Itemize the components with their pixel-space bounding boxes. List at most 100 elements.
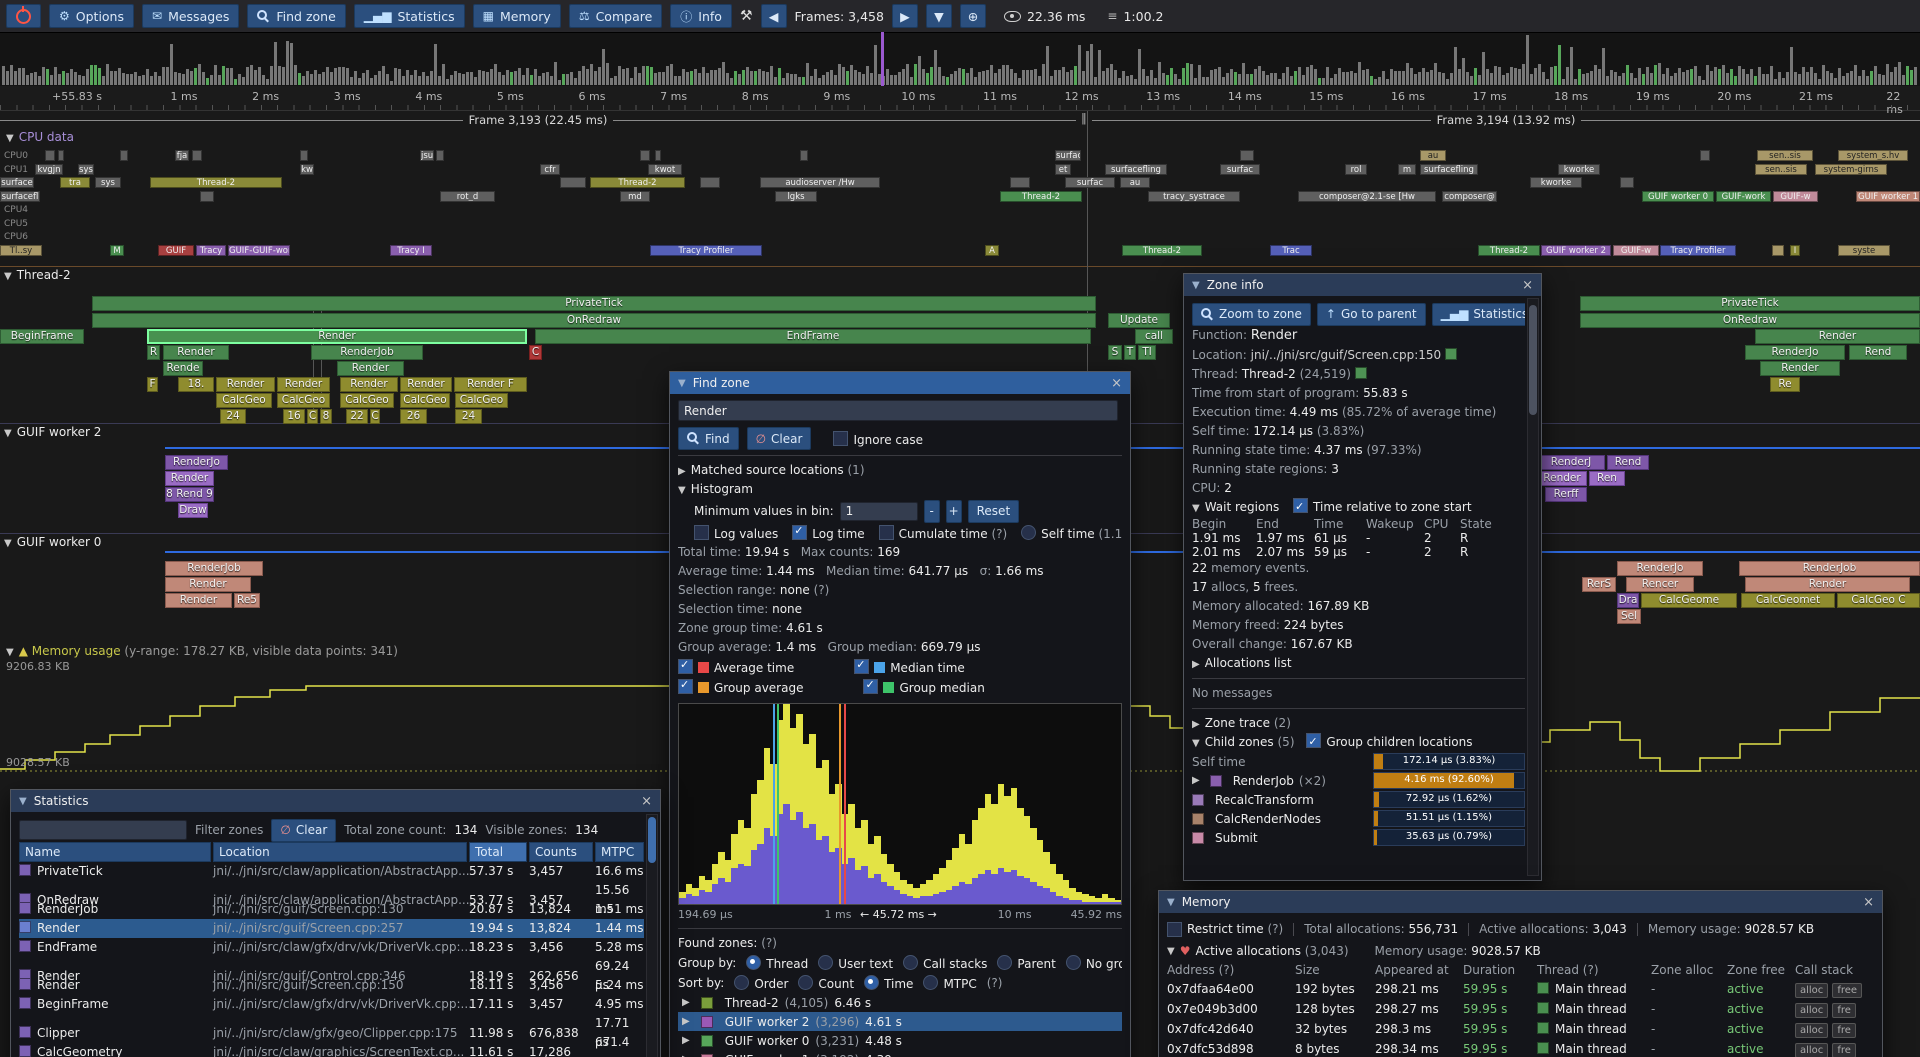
zone[interactable]: Re	[1770, 377, 1800, 392]
zone[interactable]: RenderJo	[165, 455, 228, 470]
legend-average-time[interactable]: Average time	[678, 658, 794, 675]
group-children-checkbox[interactable]	[1306, 733, 1322, 751]
cpu-zone[interactable]: tra	[60, 177, 90, 188]
thread-color-swatch[interactable]	[1354, 367, 1367, 379]
zone[interactable]: Render	[165, 593, 232, 608]
allocation-row[interactable]: 0x7dfc53d898 8 bytes 298.34 ms 59.95 s Main …	[1167, 1039, 1874, 1057]
wait-regions-header[interactable]: ▼Wait regions Time relative to zone star…	[1192, 498, 1525, 517]
zone[interactable]: RenderJo	[1617, 561, 1703, 576]
cpu-zone[interactable]: surfac	[1220, 163, 1260, 175]
filter-zones-input[interactable]	[19, 820, 187, 840]
time-ruler[interactable]: +55.83 s 1 ms 2 ms 3 ms 4 ms 5 ms 6 ms 7 ms 8 m…	[0, 86, 1920, 116]
cpu-zone[interactable]: syste	[1838, 244, 1890, 256]
cpu-zone[interactable]	[655, 150, 661, 161]
cpu-zone[interactable]: fja	[175, 150, 189, 161]
restrict-time-checkbox[interactable]	[1167, 921, 1182, 937]
memory-usage-header[interactable]: ▼ ▲ Memory usage (y-range: 178.27 KB, vis…	[6, 644, 398, 658]
zone[interactable]: 24	[220, 409, 246, 424]
zone[interactable]: Rerff	[1545, 487, 1587, 502]
zone[interactable]: F	[147, 377, 158, 392]
group-by-parent[interactable]: Parent	[997, 955, 1056, 971]
close-icon[interactable]: ×	[641, 793, 652, 809]
find-zone-titlebar[interactable]: ▼ Find zone ×	[670, 372, 1130, 394]
cpu-zone[interactable]: kworke	[1530, 177, 1582, 188]
scrollbar[interactable]	[646, 814, 658, 1057]
statistics-button[interactable]: ▁▄▆ Statistics	[1431, 302, 1525, 326]
zone[interactable]: Render F	[454, 377, 527, 392]
zone[interactable]: Render	[337, 361, 404, 376]
column-header[interactable]: State	[1460, 517, 1492, 531]
tools-icon[interactable]: ⚒	[739, 8, 753, 24]
zone[interactable]: RenderJo	[1745, 345, 1845, 360]
child-zone-row[interactable]: CalcRenderNodes 51.51 µs (1.15%)	[1192, 809, 1525, 828]
call-stack-tag[interactable]: alloc	[1795, 1043, 1829, 1057]
zone[interactable]: 24	[455, 409, 482, 424]
next-frame-button[interactable]: ▶	[891, 4, 918, 28]
zone[interactable]: Render	[1755, 329, 1920, 344]
legend-median-time[interactable]: Median time	[854, 658, 965, 675]
zone[interactable]: Update	[1108, 313, 1170, 328]
option-log-values[interactable]: Log values	[694, 525, 778, 541]
cpu-zone[interactable]: Thread-2	[1122, 244, 1202, 256]
found-group-row[interactable]: ▶ Thread-2 (4,105) 6.46 s	[682, 995, 872, 1010]
cpu-zone[interactable]: Thread-2	[590, 177, 685, 188]
cpu-zone[interactable]: GUIF worker 2	[1541, 244, 1611, 256]
zone[interactable]: RenderJob	[311, 345, 423, 360]
radio-icon[interactable]	[818, 955, 834, 970]
column-header[interactable]: Time	[1314, 517, 1344, 531]
cpu-zone[interactable]: rol	[1345, 163, 1367, 175]
zone[interactable]: Render	[1760, 361, 1840, 376]
memory-titlebar[interactable]: ▼ Memory ×	[1159, 891, 1882, 913]
cpu-zone[interactable]: system-girns	[1815, 163, 1887, 175]
cpu-zone[interactable]: surfacef	[1055, 150, 1081, 161]
zone[interactable]: OnRedraw	[1580, 313, 1920, 328]
frame-marker-row[interactable]: Frame 3,193 (22.45 ms) ‖ Frame 3,194 (13…	[0, 110, 1920, 130]
column-header[interactable]: Appeared at	[1375, 963, 1449, 977]
cpu-zone[interactable]: au	[1420, 150, 1446, 161]
found-group-row[interactable]: ▶GUIF worker 1(3,192)4.39 s	[678, 1050, 1122, 1057]
cpu-zone[interactable]: cfr	[540, 163, 560, 175]
cpu-zone[interactable]: GUIF-w	[1773, 190, 1818, 202]
radio-icon[interactable]	[734, 975, 750, 990]
column-header[interactable]: Zone free	[1727, 963, 1786, 977]
found-group-row[interactable]: ▶ GUIF worker 0 (3,231) 4.48 s	[682, 1033, 902, 1048]
cpu-zone[interactable]: system_s.hv	[1838, 150, 1908, 161]
sort-by-time[interactable]: Time	[864, 975, 913, 991]
checkbox-icon[interactable]	[878, 525, 894, 540]
radio-icon[interactable]	[864, 975, 880, 990]
cpu-zone[interactable]: surfacefl	[0, 190, 40, 202]
min-bin-input[interactable]	[839, 501, 918, 521]
frame-marker-left[interactable]: Frame 3,193 (22.45 ms)	[0, 110, 1076, 130]
cpu-zone[interactable]	[640, 150, 650, 161]
close-icon[interactable]: ×	[1522, 277, 1533, 293]
active-allocations-header[interactable]: ▼ ♥ Active allocations (3,043) Memory usa…	[1167, 944, 1541, 958]
zone[interactable]: 16	[283, 409, 305, 424]
zone[interactable]: T	[1124, 345, 1136, 360]
cpu-zone[interactable]	[1772, 244, 1784, 256]
zone[interactable]: Render	[165, 471, 214, 486]
toolbar-button-info[interactable]: ⓘ Info	[670, 4, 732, 28]
zone[interactable]: OnRedraw	[92, 313, 1096, 328]
cpu-zone[interactable]: tracy_systrace	[1148, 190, 1240, 202]
column-header[interactable]: Zone alloc	[1651, 963, 1714, 977]
call-stack-tag[interactable]: free	[1832, 983, 1863, 998]
zone[interactable]: C	[529, 345, 542, 360]
crosshair-button[interactable]: ⊕	[959, 4, 986, 28]
radio-icon[interactable]	[903, 955, 919, 970]
call-stack-tag[interactable]: fre	[1832, 1043, 1856, 1057]
zone[interactable]: Render	[400, 377, 452, 392]
cpu-zone[interactable]	[560, 177, 586, 188]
group-by-user-text[interactable]: User text	[818, 955, 893, 971]
cpu-zone[interactable]: GUIF-GUIF-worl	[228, 244, 290, 256]
checkbox-icon[interactable]	[678, 658, 693, 674]
zone[interactable]: RenderJob	[165, 561, 263, 576]
cpu-zone[interactable]: composer@	[1442, 190, 1497, 202]
child-zone-row[interactable]: RecalcTransform 72.92 µs (1.62%)	[1192, 790, 1525, 809]
call-stack-tag[interactable]: alloc	[1795, 1023, 1829, 1038]
cpu-zone[interactable]	[45, 150, 55, 161]
zone[interactable]: Dra	[1617, 593, 1639, 608]
cpu-zone[interactable]	[120, 150, 128, 161]
column-header[interactable]: Begin	[1192, 517, 1227, 531]
cpu-zone[interactable]	[58, 150, 64, 161]
zone[interactable]: RerS	[1582, 577, 1616, 592]
